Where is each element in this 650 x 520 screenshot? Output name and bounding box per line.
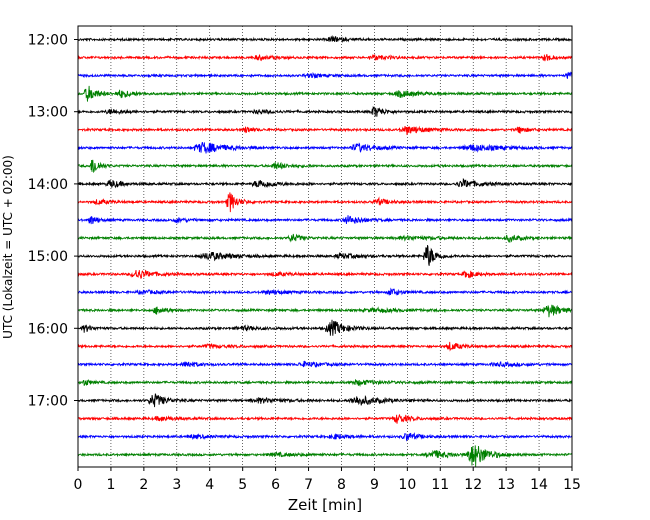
trace-row-1445: [77, 233, 573, 243]
plot-frame: [77, 25, 573, 468]
x-tick-label: 1: [106, 477, 115, 493]
y-tick-label: 16:00: [28, 321, 68, 337]
trace-row-1500: [77, 244, 573, 266]
trace-row-1715: [77, 414, 573, 424]
y-axis-title: UTC (Lokalzeit = UTC + 02:00): [1, 155, 15, 339]
x-tick-label: 15: [563, 477, 581, 493]
trace-row-1530: [77, 287, 573, 296]
x-axis-title: Zeit [min]: [288, 496, 362, 514]
x-tick-label: 14: [530, 477, 548, 493]
trace-row-1415: [77, 192, 573, 213]
trace-row-1630: [77, 360, 573, 368]
x-tick-label: 7: [304, 477, 313, 493]
trace-row-1730: [77, 432, 573, 442]
y-tick-label: 15:00: [28, 249, 68, 265]
trace-row-1200: [77, 35, 573, 44]
trace-row-1545: [77, 304, 573, 318]
x-tick-label: 10: [398, 477, 416, 493]
x-tick-label: 13: [497, 477, 515, 493]
seismogram-traces: [77, 35, 573, 467]
trace-row-1515: [77, 269, 573, 280]
trace-row-1615: [77, 341, 573, 352]
x-tick-label: 2: [139, 477, 148, 493]
y-tick-label: 14:00: [28, 177, 68, 193]
x-tick-label: 8: [337, 477, 346, 493]
x-axis-ticks: 0 1 2 3 4 5 6 7 8 9 10 11 12 13 14 15: [74, 467, 581, 493]
trace-row-1645: [77, 378, 573, 388]
x-tick-label: 9: [370, 477, 379, 493]
trace-row-1300: [77, 105, 573, 117]
trace-row-1400: [77, 178, 573, 189]
x-tick-label: 0: [74, 477, 83, 493]
trace-row-1745: [77, 445, 573, 467]
trace-row-1230: [77, 71, 573, 80]
trace-row-1215: [77, 53, 573, 62]
trace-row-1600: [77, 319, 573, 336]
y-axis-ticks: 12:00 13:00 14:00 15:00 16:00 17:00: [28, 33, 78, 410]
trace-row-1700: [77, 393, 573, 408]
x-tick-label: 11: [431, 477, 449, 493]
y-tick-label: 17:00: [28, 394, 68, 410]
trace-row-1345: [77, 159, 573, 174]
plot-area: [78, 26, 572, 467]
y-tick-label: 13:00: [28, 105, 68, 121]
trace-row-1315: [77, 125, 573, 136]
x-tick-label: 4: [205, 477, 214, 493]
trace-row-1245: [77, 85, 573, 102]
x-tick-label: 6: [271, 477, 280, 493]
x-tick-label: 12: [464, 477, 482, 493]
y-tick-label: 12:00: [28, 33, 68, 49]
x-tick-label: 5: [238, 477, 247, 493]
x-tick-label: 3: [172, 477, 181, 493]
trace-row-1330: [77, 141, 573, 154]
trace-row-1430: [77, 215, 573, 225]
